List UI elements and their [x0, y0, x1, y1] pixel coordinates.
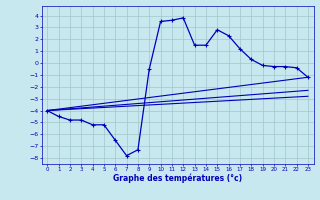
X-axis label: Graphe des températures (°c): Graphe des températures (°c) — [113, 174, 242, 183]
